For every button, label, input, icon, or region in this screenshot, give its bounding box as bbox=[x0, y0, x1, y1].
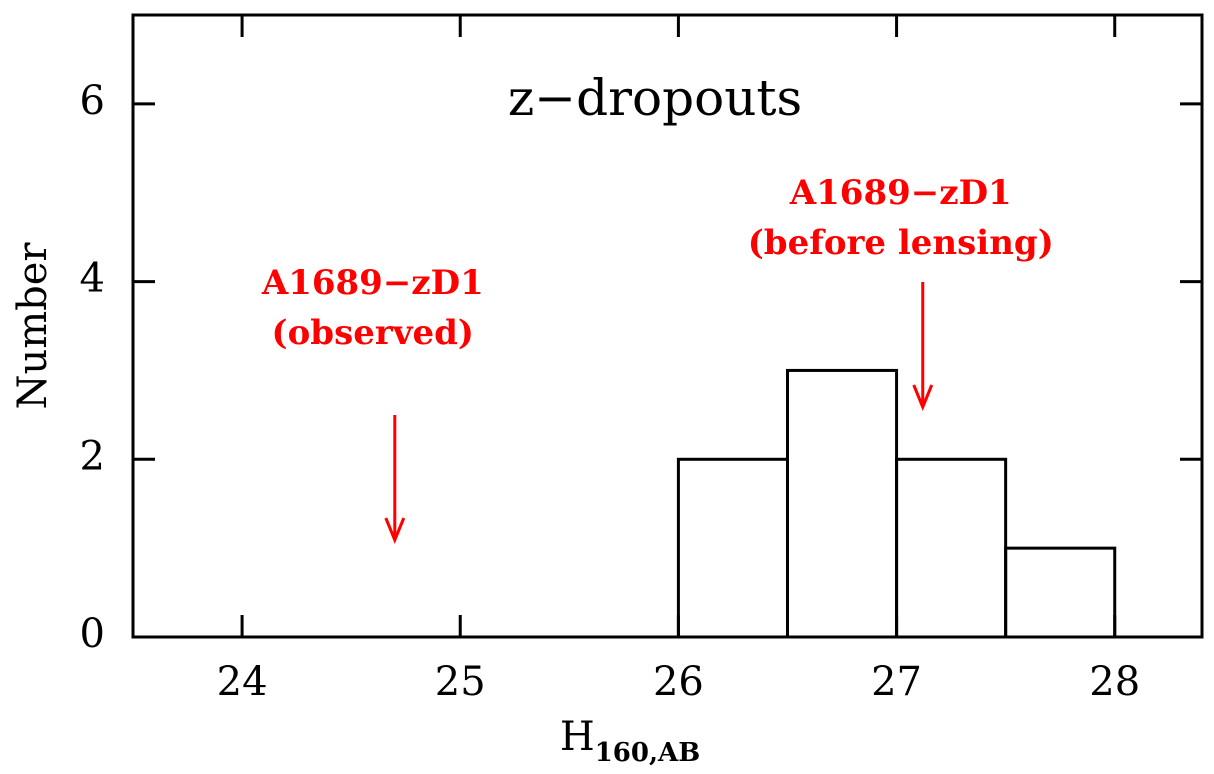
y-axis-label: Number bbox=[10, 242, 56, 410]
histogram-bar bbox=[1004, 546, 1117, 639]
histogram-bar bbox=[785, 368, 899, 639]
x-label-main: H bbox=[560, 714, 595, 760]
y-tick-label: 4 bbox=[80, 256, 105, 302]
x-tick-label: 24 bbox=[217, 659, 268, 705]
x-tick-label: 28 bbox=[1089, 659, 1140, 705]
histogram-bar bbox=[676, 457, 789, 639]
x-tick-label: 27 bbox=[871, 659, 922, 705]
annotation-text: (before lensing) bbox=[748, 223, 1054, 263]
annotation-text: A1689−zD1 bbox=[261, 263, 484, 303]
annotation-arrowhead bbox=[912, 384, 934, 411]
x-axis-label: H160,AB bbox=[560, 714, 700, 768]
y-tick-label: 2 bbox=[80, 433, 105, 479]
x-label-sub: 160,AB bbox=[595, 738, 700, 768]
y-tick-label: 6 bbox=[80, 78, 105, 124]
chart-title: z−dropouts bbox=[508, 69, 802, 127]
x-tick-label: 25 bbox=[435, 659, 486, 705]
annotation-text: A1689−zD1 bbox=[789, 173, 1012, 213]
annotation-text: (observed) bbox=[272, 313, 474, 353]
x-tick-label: 26 bbox=[653, 659, 704, 705]
y-tick-label: 0 bbox=[80, 611, 105, 657]
histogram-bar bbox=[895, 457, 1008, 639]
plot-frame bbox=[131, 13, 1204, 639]
annotation-arrowhead bbox=[384, 517, 406, 544]
